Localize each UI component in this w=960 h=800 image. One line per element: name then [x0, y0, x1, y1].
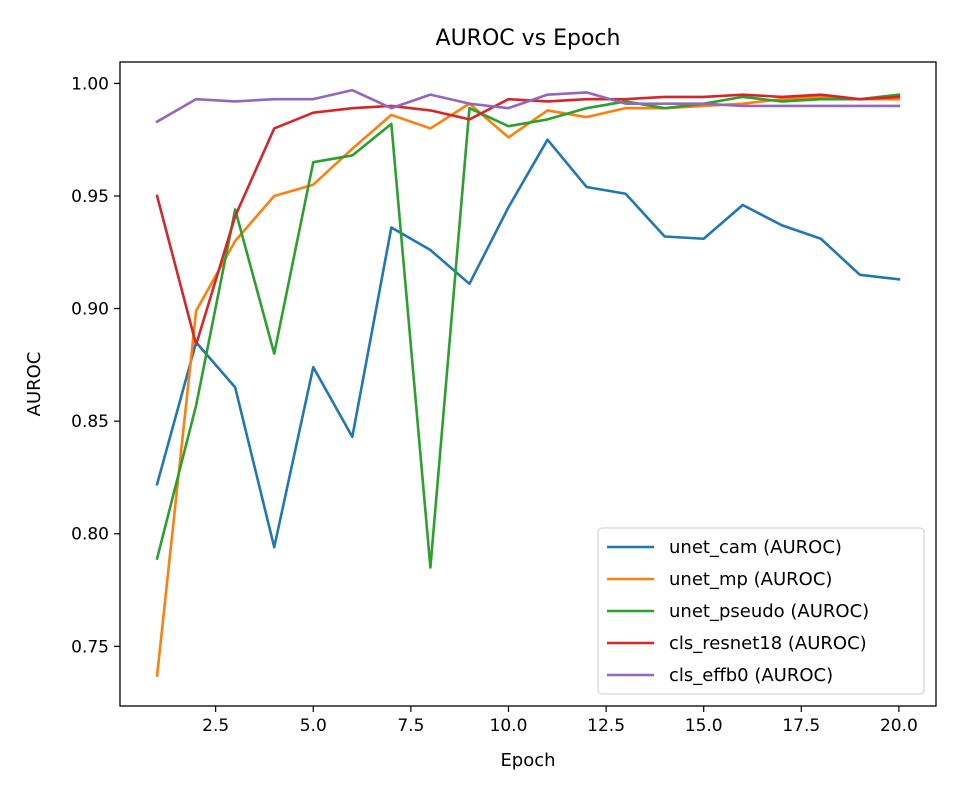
legend-label-2: unet_pseudo (AUROC) [669, 601, 869, 622]
y-tick-label: 0.75 [71, 637, 109, 657]
legend: unet_cam (AUROC) unet_mp (AUROC) unet_pseu… [597, 527, 925, 695]
x-tick-label: 5.0 [300, 716, 327, 736]
y-tick-label: 0.85 [71, 412, 109, 432]
legend-label-4: cls_effb0 (AUROC) [669, 665, 833, 686]
y-axis-title: AUROC [24, 352, 45, 417]
legend-label-1: unet_mp (AUROC) [669, 569, 832, 590]
y-axis: 0.75 0.80 0.85 0.90 0.95 1.00 [71, 74, 120, 657]
plot-lines [155, 88, 901, 678]
legend-box [597, 527, 925, 695]
y-tick-label: 1.00 [71, 74, 109, 94]
x-tick-label: 20.0 [880, 716, 918, 736]
legend-label-3: cls_resnet18 (AUROC) [669, 633, 867, 654]
x-axis-title: Epoch [500, 750, 555, 771]
series-line-0 [155, 138, 901, 549]
x-tick-label: 7.5 [397, 716, 424, 736]
x-tick-label: 10.0 [490, 716, 528, 736]
x-axis: 2.5 5.0 7.5 10.0 12.5 15.0 17.5 20.0 [202, 706, 918, 736]
x-tick-label: 15.0 [685, 716, 723, 736]
x-tick-label: 17.5 [782, 716, 820, 736]
x-tick-label: 12.5 [587, 716, 625, 736]
series-line-4 [155, 88, 901, 124]
plot-frame [119, 61, 937, 707]
x-tick-label: 2.5 [202, 716, 229, 736]
series-line-2 [155, 93, 901, 569]
legend-label-0: unet_cam (AUROC) [669, 537, 842, 558]
y-tick-label: 0.80 [71, 525, 109, 545]
y-tick-label: 0.90 [71, 300, 109, 320]
chart-title: AUROC vs Epoch [436, 26, 621, 51]
y-tick-label: 0.95 [71, 187, 109, 207]
